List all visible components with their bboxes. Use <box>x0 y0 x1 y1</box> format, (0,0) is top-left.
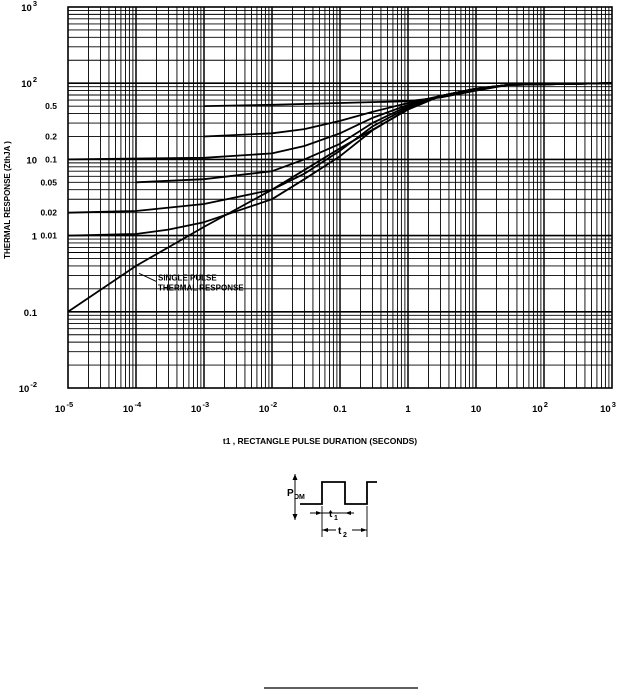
t2-label: t <box>338 526 342 537</box>
annotation-line2: THERMAL RESPONSE <box>158 283 244 292</box>
x-tick-label: 10-2 <box>259 400 277 415</box>
annotation-leader <box>138 272 157 282</box>
series-label: 0.01 <box>40 231 57 241</box>
pdm-arrow-up <box>292 474 298 480</box>
x-tick-label: 10-4 <box>123 400 142 415</box>
t1-label: t <box>329 509 333 520</box>
y-tick-label: 0.1 <box>24 308 38 319</box>
t1-arrow-left <box>345 511 351 515</box>
pulse-diagram: P DM t 1 t 2 <box>287 474 377 539</box>
series-label: 0.02 <box>40 208 57 218</box>
t2-arrow-left <box>322 528 328 532</box>
y-tick-label: 10 <box>26 155 37 166</box>
x-axis-label: t1 , RECTANGLE PULSE DURATION (SECONDS) <box>223 436 417 446</box>
y-tick-label: 10-2 <box>19 380 37 395</box>
series-layer: 0.5 0.2 0.1 0.05 0.02 0.01 SINGLE PULSETHERMAL… <box>40 82 613 313</box>
plot-frame <box>67 6 613 389</box>
t2-subscript: 2 <box>343 532 347 539</box>
axis-labels: 10-5 10-4 10-3 10-2 0.1 1 10 102 103 10-2 0.1 1 10 10… <box>19 0 616 415</box>
y-tick-label: 1 <box>32 232 38 243</box>
series-label: 0.5 <box>45 101 57 111</box>
x-tick-label: 103 <box>600 400 616 415</box>
pdm-label: P <box>287 488 294 499</box>
annotation-line1: SINGLE PULSE <box>158 273 217 282</box>
x-tick-label: 102 <box>532 400 548 415</box>
y-axis-label: THERMAL RESPONSE (ZthJA ) <box>3 141 12 259</box>
x-tick-label: 10 <box>471 404 482 415</box>
t2-arrow-right <box>361 528 367 532</box>
x-tick-label: 10-5 <box>55 400 73 415</box>
series-label: 0.2 <box>45 131 57 141</box>
x-tick-label: 1 <box>405 404 411 415</box>
series-label: 0.05 <box>40 177 57 187</box>
t1-arrow-right <box>316 511 322 515</box>
t1-subscript: 1 <box>334 515 338 522</box>
y-tick-label: 103 <box>21 0 37 14</box>
series-label: 0.1 <box>45 154 57 164</box>
pulse-waveform <box>300 481 377 505</box>
pdm-subscript: DM <box>294 494 305 501</box>
x-tick-label: 0.1 <box>333 404 347 415</box>
y-tick-label: 102 <box>21 75 37 90</box>
pdm-arrow-down <box>292 514 298 520</box>
t2-label-bg <box>336 523 352 535</box>
grid <box>68 7 612 388</box>
x-tick-label: 10-3 <box>191 400 209 415</box>
series-line-single-pulse-thermal-response <box>67 82 613 313</box>
